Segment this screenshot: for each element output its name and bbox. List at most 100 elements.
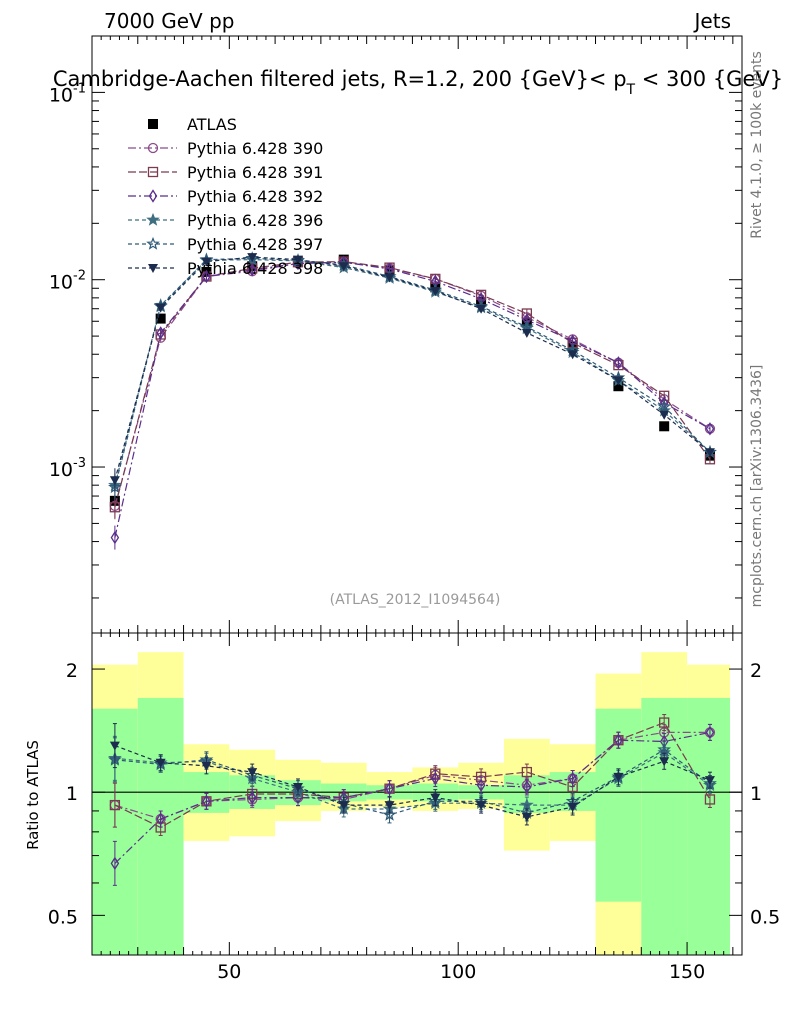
ratio-point xyxy=(431,771,440,786)
ratio-frame xyxy=(91,632,743,956)
data-point xyxy=(567,350,578,360)
ratio-series-layer xyxy=(108,714,717,886)
legend-item: Pythia 6.428 396 xyxy=(128,211,323,230)
ratio-point xyxy=(704,776,715,786)
ratio-ytick-label: 1 xyxy=(66,783,78,805)
mcplots-label: mcplots.cern.ch [arXiv:1306.3436] xyxy=(749,365,765,608)
data-point xyxy=(614,356,623,370)
header-right: Jets xyxy=(693,9,731,33)
ratio-point xyxy=(109,741,120,751)
ratio-ytick-label-right: 2 xyxy=(750,660,762,682)
legend-marker xyxy=(148,119,158,129)
data-point xyxy=(247,253,258,263)
ratio-point xyxy=(522,780,532,794)
series-line xyxy=(114,258,711,486)
data-point xyxy=(109,502,121,513)
data-point xyxy=(110,530,120,545)
legend-marker xyxy=(147,166,159,178)
data-point xyxy=(704,448,715,458)
legend-label: Pythia 6.428 396 xyxy=(187,211,323,230)
main-series-layer xyxy=(108,251,717,550)
main-title: Cambridge-Aachen filtered jets, R=1.2, 2… xyxy=(53,67,783,98)
ratio-point xyxy=(338,801,349,811)
data-point xyxy=(338,262,349,272)
ratio-point xyxy=(247,790,257,805)
series-atlas xyxy=(109,254,715,506)
legend-marker xyxy=(146,236,160,250)
data-point xyxy=(201,257,212,267)
main-axes: 10-1 10-2 10-3 xyxy=(49,35,742,633)
main-ytick-label: 10-3 xyxy=(49,456,86,481)
data-point xyxy=(430,287,441,297)
series-pythia-6-428-392 xyxy=(110,255,715,550)
series-pythia-6-428-397 xyxy=(108,251,717,500)
legend-item: ATLAS xyxy=(148,115,237,134)
analysis-tag: (ATLAS_2012_I1094564) xyxy=(330,592,501,608)
legend-item: Pythia 6.428 398 xyxy=(128,259,323,278)
rivet-label: Rivet 4.1.0, ≥ 100k events xyxy=(749,51,765,239)
data-point xyxy=(292,255,303,265)
ratio-line xyxy=(114,751,711,810)
ratio-series-pythia-6-428-398 xyxy=(109,723,715,826)
ratio-point xyxy=(613,772,624,782)
ratio-ylabel: Ratio to ATLAS xyxy=(24,740,42,850)
ratio-point xyxy=(476,801,487,811)
ratio-point xyxy=(384,801,395,811)
data-point xyxy=(384,273,395,283)
legend-item: Pythia 6.428 397 xyxy=(128,235,323,254)
title-tail: < 300 {GeV} xyxy=(635,67,783,91)
ratio-point xyxy=(110,856,120,871)
ratio-point xyxy=(155,758,166,768)
data-point xyxy=(155,313,166,324)
legend-label: Pythia 6.428 392 xyxy=(187,187,323,206)
legend-label: Pythia 6.428 398 xyxy=(187,259,323,278)
legend: ATLAS Pythia 6.428 390 Pythia 6.428 391 Pyt… xyxy=(128,115,323,278)
ratio-point xyxy=(567,803,578,813)
ratio-panel: 0.5 0.5 1 1 2 2 50 100 150 Ratio to ATLAS xyxy=(24,632,780,983)
data-point xyxy=(202,269,211,284)
data-point xyxy=(659,410,670,420)
legend-marker xyxy=(147,142,159,154)
legend-label: Pythia 6.428 397 xyxy=(187,235,323,254)
ratio-point xyxy=(659,717,670,728)
ratio-ytick-label-right: 0.5 xyxy=(750,906,780,928)
legend-label: Pythia 6.428 390 xyxy=(187,139,323,158)
legend-item: Pythia 6.428 391 xyxy=(128,163,323,182)
series-line xyxy=(114,261,711,538)
legend-marker xyxy=(146,212,160,226)
ratio-point xyxy=(156,812,165,826)
ratio-line xyxy=(114,748,711,816)
data-point xyxy=(247,263,257,277)
ratio-point xyxy=(109,799,121,811)
legend-label: ATLAS xyxy=(187,115,237,134)
ratio-point xyxy=(614,733,623,747)
ratio-point xyxy=(201,761,212,771)
data-point xyxy=(109,476,120,486)
ratio-point xyxy=(247,768,258,778)
ratio-line xyxy=(114,731,711,864)
ratio-point xyxy=(704,794,716,805)
series-line xyxy=(114,256,711,481)
series-pythia-6-428-398 xyxy=(109,253,715,493)
main-ytick-label: 10-2 xyxy=(49,269,86,294)
ratio-point xyxy=(521,766,533,778)
data-point xyxy=(521,328,532,338)
data-point xyxy=(613,376,624,386)
ratio-point xyxy=(382,807,397,821)
data-point xyxy=(613,381,624,392)
data-point xyxy=(476,304,487,314)
data-point xyxy=(705,422,715,436)
ratio-ytick-label: 0.5 xyxy=(48,906,78,928)
ratio-point xyxy=(705,725,715,740)
ratio-bands xyxy=(92,652,730,955)
ratio-ytick-label-right: 1 xyxy=(750,783,762,805)
title-main: Cambridge-Aachen filtered jets, R=1.2, 2… xyxy=(53,67,627,91)
xtick-label: 50 xyxy=(217,961,241,983)
legend-item: Pythia 6.428 392 xyxy=(128,187,323,206)
legend-marker xyxy=(148,189,158,203)
main-ytick-label: 10-1 xyxy=(49,81,86,106)
xtick-label: 150 xyxy=(669,961,705,983)
ratio-point xyxy=(521,812,532,822)
xtick-label: 100 xyxy=(440,961,476,983)
